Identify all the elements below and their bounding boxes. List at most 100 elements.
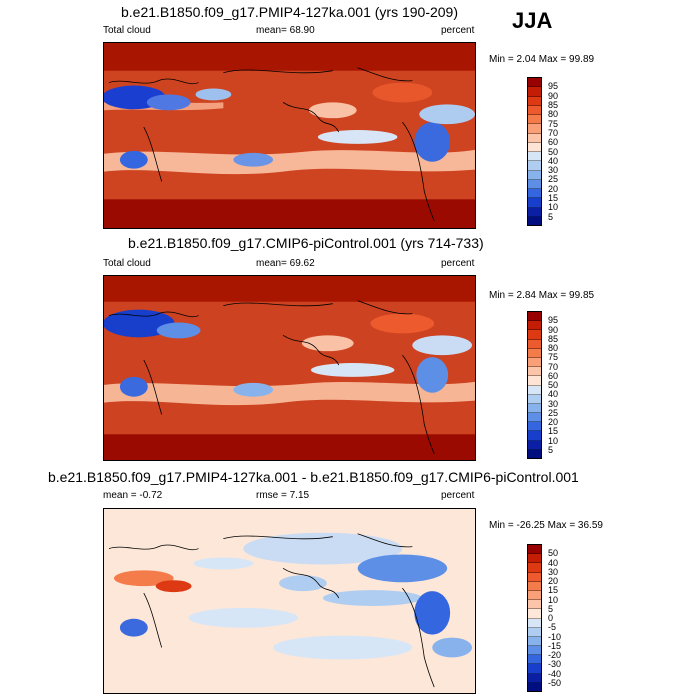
colorbar-tick-label: 60 — [548, 137, 559, 148]
colorbar-swatch — [528, 152, 541, 162]
colorbar-swatch — [528, 618, 541, 628]
colorbar-tick-label: -5 — [548, 622, 557, 633]
panel2-minmax: Min = 2.84 Max = 99.85 — [489, 290, 595, 301]
colorbar-tick-label: 30 — [548, 566, 559, 577]
colorbar-tick-label: 10 — [548, 202, 559, 213]
colorbar-tick-label: 25 — [548, 407, 559, 418]
colorbar-tick-label: 75 — [548, 352, 559, 363]
colorbar-tick-label: 80 — [548, 343, 559, 353]
panel3-rmse-label: rmse = 7.15 — [256, 490, 310, 501]
colorbar-swatch — [528, 133, 541, 143]
colorbar-tick-label: 10 — [548, 594, 559, 605]
panel1-mean-label: mean= 68.90 — [256, 25, 315, 36]
panel2-map — [103, 275, 476, 461]
colorbar-tick-label: 90 — [548, 324, 559, 335]
colorbar-swatch — [528, 572, 541, 582]
colorbar-swatch — [528, 646, 541, 656]
colorbar-swatch — [528, 664, 541, 674]
colorbar-swatch — [528, 590, 541, 601]
colorbar-tick-label: -50 — [548, 677, 562, 688]
colorbar-tick-label: 95 — [548, 81, 559, 92]
colorbar-swatch — [528, 554, 541, 564]
colorbar-swatch — [528, 449, 541, 458]
panel1-units-label: percent — [441, 25, 475, 36]
colorbar-swatch — [528, 115, 541, 125]
colorbar-swatch — [528, 673, 541, 683]
colorbar-tick-label: 30 — [548, 165, 559, 176]
colorbar-swatch — [528, 655, 541, 665]
colorbar-swatch — [528, 376, 541, 386]
colorbar-swatch — [528, 385, 541, 395]
colorbar-swatch — [528, 563, 541, 573]
colorbar-tick-label: 85 — [548, 333, 559, 344]
colorbar-tick-label: 5 — [548, 444, 554, 455]
colorbar-swatch — [528, 189, 541, 199]
colorbar-tick-label: 15 — [548, 193, 559, 204]
colorbar-tick-label: -10 — [548, 631, 562, 642]
colorbar-tick-label: 40 — [548, 389, 559, 400]
colorbar-tick-label: -40 — [548, 668, 562, 679]
colorbar-tick-label: 40 — [548, 155, 559, 166]
colorbar-tick-label: 15 — [548, 585, 559, 596]
panel3-map-graphic — [104, 509, 475, 693]
panel3-minmax: Min = -26.25 Max = 36.59 — [489, 520, 603, 531]
colorbar-swatch — [528, 367, 541, 377]
colorbar-swatch — [528, 161, 541, 171]
colorbar-swatch — [528, 170, 541, 180]
colorbar-tick-label: 50 — [548, 380, 559, 390]
colorbar-swatch — [528, 581, 541, 591]
panel2-map-graphic — [104, 276, 475, 460]
colorbar-tick-label: 20 — [548, 417, 559, 427]
colorbar-swatch — [528, 124, 541, 134]
colorbar-swatch — [528, 207, 541, 217]
colorbar-swatch — [528, 431, 541, 441]
colorbar-tick-label: 5 — [548, 211, 554, 222]
colorbar-tick-label: 50 — [548, 146, 559, 157]
panel3-colorbar — [527, 544, 542, 692]
season-label: JJA — [512, 8, 553, 33]
colorbar-tick-label: 50 — [548, 548, 559, 559]
colorbar-swatch — [528, 609, 541, 619]
colorbar-tick-label: 70 — [548, 127, 559, 138]
colorbar-swatch — [528, 87, 541, 97]
colorbar-swatch — [528, 600, 541, 610]
colorbar-swatch — [528, 440, 541, 450]
colorbar-tick-label: -15 — [548, 640, 562, 651]
colorbar-swatch — [528, 394, 541, 404]
colorbar-tick-label: 75 — [548, 118, 559, 129]
colorbar-swatch — [528, 636, 541, 647]
colorbar-swatch — [528, 403, 541, 414]
colorbar-tick-label: 30 — [548, 398, 559, 409]
colorbar-swatch — [528, 348, 541, 358]
colorbar-swatch — [528, 96, 541, 106]
colorbar-tick-label: 70 — [548, 361, 559, 372]
colorbar-swatch — [528, 422, 541, 432]
colorbar-swatch — [528, 179, 541, 189]
colorbar-tick-label: 80 — [548, 109, 559, 120]
colorbar-tick-label: 20 — [548, 576, 559, 586]
colorbar-swatch — [528, 627, 541, 637]
panel2-title: b.e21.B1850.f09_g17.CMIP6-piControl.001 … — [128, 235, 484, 251]
panel2-units-label: percent — [441, 258, 475, 269]
colorbar-swatch — [528, 198, 541, 208]
colorbar-tick-label: 90 — [548, 90, 559, 101]
colorbar-tick-label: -30 — [548, 659, 562, 670]
colorbar-tick-label: 85 — [548, 99, 559, 110]
colorbar-tick-label: 10 — [548, 435, 559, 446]
colorbar-swatch — [528, 105, 541, 115]
colorbar-tick-label: 95 — [548, 315, 559, 326]
colorbar-tick-label: 25 — [548, 174, 559, 185]
colorbar-swatch — [528, 78, 541, 88]
panel2-left-label: Total cloud — [103, 258, 151, 269]
colorbar-tick-label: -20 — [548, 650, 562, 660]
panel1-left-label: Total cloud — [103, 25, 151, 36]
panel3-mean-label: mean = -0.72 — [103, 490, 163, 501]
colorbar-swatch — [528, 330, 541, 340]
colorbar-swatch — [528, 413, 541, 423]
panel1-title: b.e21.B1850.f09_g17.PMIP4-127ka.001 (yrs… — [121, 4, 459, 20]
colorbar-tick-label: 20 — [548, 183, 559, 194]
colorbar-swatch — [528, 357, 541, 368]
colorbar-swatch — [528, 339, 541, 349]
panel1-minmax: Min = 2.04 Max = 99.89 — [489, 54, 595, 65]
panel1-map — [103, 42, 476, 229]
